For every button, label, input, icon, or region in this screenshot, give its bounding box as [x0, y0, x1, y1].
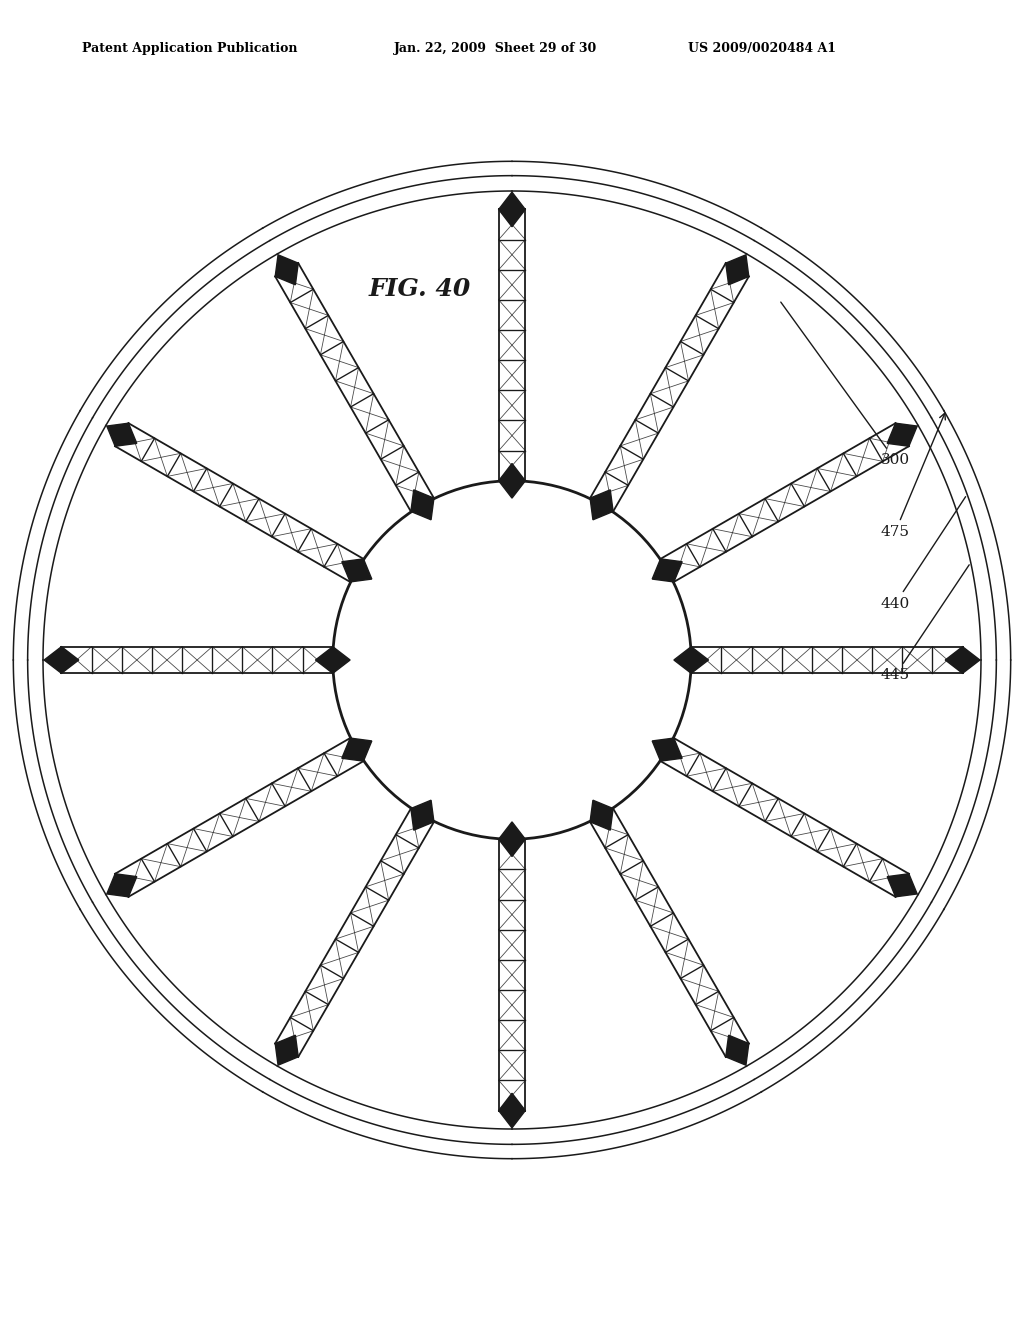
Circle shape — [333, 480, 691, 840]
Text: 440: 440 — [881, 496, 966, 611]
Polygon shape — [411, 800, 434, 830]
Text: US 2009/0020484 A1: US 2009/0020484 A1 — [688, 42, 837, 55]
Text: FIG. 40: FIG. 40 — [369, 277, 471, 301]
Text: 445: 445 — [881, 565, 969, 682]
Polygon shape — [275, 255, 298, 285]
Polygon shape — [590, 490, 613, 520]
Polygon shape — [342, 738, 372, 762]
Polygon shape — [411, 490, 434, 520]
Text: Patent Application Publication: Patent Application Publication — [82, 42, 297, 55]
Polygon shape — [652, 558, 682, 582]
Polygon shape — [652, 738, 682, 762]
Polygon shape — [945, 647, 980, 673]
Polygon shape — [44, 647, 79, 673]
Polygon shape — [499, 822, 525, 857]
Polygon shape — [499, 463, 525, 498]
Polygon shape — [275, 1035, 298, 1065]
Polygon shape — [887, 874, 918, 896]
Polygon shape — [106, 424, 137, 446]
Polygon shape — [315, 647, 350, 673]
Polygon shape — [726, 1035, 749, 1065]
Polygon shape — [342, 558, 372, 582]
Polygon shape — [499, 193, 525, 227]
Text: 475: 475 — [881, 413, 945, 539]
Text: Jan. 22, 2009  Sheet 29 of 30: Jan. 22, 2009 Sheet 29 of 30 — [394, 42, 597, 55]
Polygon shape — [499, 1093, 525, 1127]
Polygon shape — [726, 255, 749, 285]
Polygon shape — [590, 800, 613, 830]
Polygon shape — [887, 424, 918, 446]
Polygon shape — [106, 874, 137, 896]
Text: 300: 300 — [780, 302, 909, 467]
Polygon shape — [674, 647, 709, 673]
